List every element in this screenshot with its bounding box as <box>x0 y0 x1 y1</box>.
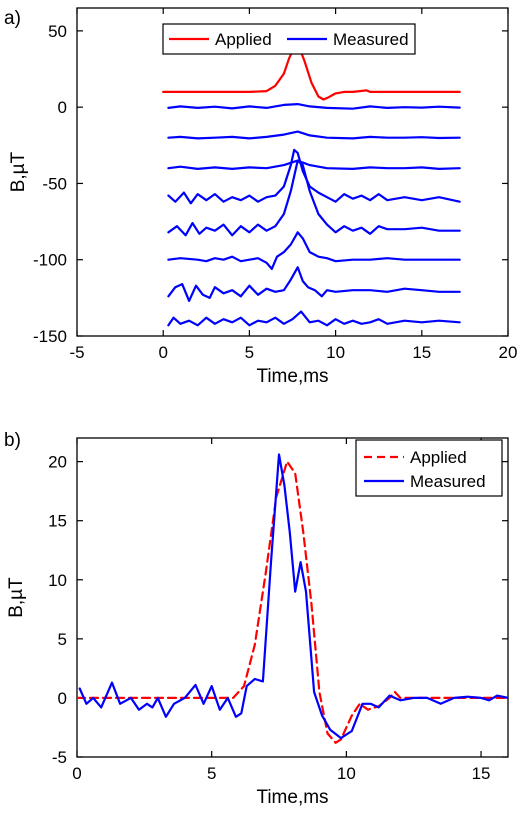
legend: Applied Measured <box>162 23 416 55</box>
series-line-measured-offset-4 <box>167 148 461 205</box>
y-tick-label: 10 <box>48 571 67 590</box>
x-tick-label: 5 <box>207 764 216 783</box>
legend-box <box>355 439 503 497</box>
series-line-measured-offset-5 <box>167 159 461 237</box>
x-tick-label: -5 <box>69 343 84 362</box>
series-group <box>77 453 508 744</box>
panel-label: a) <box>4 8 21 29</box>
legend-label-applied: Applied <box>215 30 272 49</box>
panel-label: b) <box>4 430 21 451</box>
series-line-measured <box>167 102 461 110</box>
legend: Applied Measured <box>355 439 503 497</box>
y-tick-label: -5 <box>52 748 67 767</box>
y-tick-label: -100 <box>33 251 67 270</box>
x-tick-label: 10 <box>326 343 345 362</box>
y-tick-label: 0 <box>58 689 67 708</box>
plot-area-frame <box>76 437 509 758</box>
y-tick-label: 0 <box>58 98 67 117</box>
y-tick-label: 20 <box>48 453 67 472</box>
series-line-measured <box>78 453 508 740</box>
plot-area-frame <box>76 7 509 337</box>
y-tick-label: -150 <box>33 327 67 346</box>
x-tick-label: 10 <box>337 764 356 783</box>
y-axis-title: B,µT <box>8 151 29 192</box>
series-line-applied <box>77 460 508 744</box>
series-line-measured-offset-3 <box>167 159 461 170</box>
chart-panel-b: 0 5 10 15 -5 0 5 10 15 20 Time,ms B,µT b) Applied Meas… <box>4 430 509 808</box>
x-tick-label: 5 <box>245 343 254 362</box>
series-line-measured-offset-7 <box>167 266 461 302</box>
x-tick-label: 15 <box>472 764 491 783</box>
x-tick-label: 0 <box>158 343 167 362</box>
y-axis-title: B,µT <box>6 577 27 618</box>
series-line-measured-offset-2 <box>167 130 461 140</box>
x-tick-label: 15 <box>412 343 431 362</box>
y-tick-label: -50 <box>42 174 67 193</box>
x-axis-title: Time,ms <box>256 787 328 808</box>
y-tick-label: 50 <box>48 22 67 41</box>
legend-label-measured: Measured <box>333 30 409 49</box>
x-tick-label: 0 <box>72 764 81 783</box>
x-axis-title: Time,ms <box>256 366 328 387</box>
x-tick-label: 20 <box>499 343 518 362</box>
series-line-measured-offset-8 <box>167 310 461 327</box>
series-line-measured-offset-6 <box>167 231 461 270</box>
y-tick-label: 5 <box>58 630 67 649</box>
legend-label-measured: Measured <box>410 472 486 491</box>
legend-label-applied: Applied <box>410 448 467 467</box>
chart-panel-a: -5 0 5 10 15 20-150-100-50050Time,msB,µTa)App… <box>4 7 518 387</box>
y-tick-label: 15 <box>48 512 67 531</box>
series-line-applied <box>162 46 461 101</box>
series-group <box>162 46 461 327</box>
